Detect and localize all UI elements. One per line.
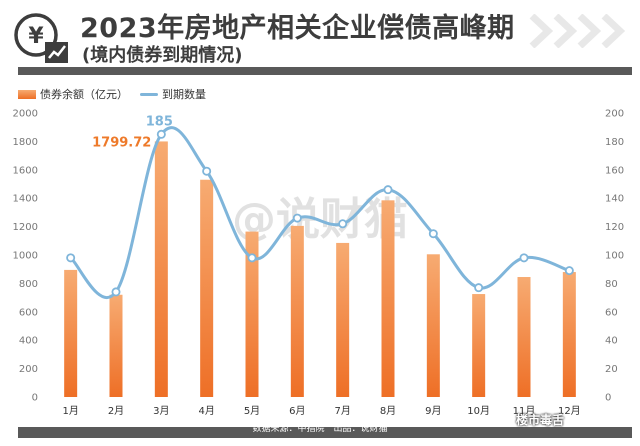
bottom-rule — [18, 427, 632, 438]
x-category-label: 9月 — [425, 405, 441, 417]
y-left-tick-label: 600 — [19, 307, 38, 318]
bar — [154, 141, 168, 397]
bar — [290, 225, 304, 397]
footer: 数据来源：中指院 出品：说财猫 — [0, 424, 640, 435]
line-point — [292, 213, 302, 223]
bar — [245, 231, 259, 397]
line-point — [111, 287, 121, 297]
y-left-tick-label: 1400 — [13, 194, 38, 205]
y-left-tick-label: 1000 — [13, 251, 38, 262]
bar — [381, 200, 395, 397]
line-point — [383, 185, 393, 195]
line-data-label: 185 — [146, 114, 173, 129]
y-right-tick-label: 40 — [605, 336, 618, 347]
y-right-tick-label: 80 — [605, 279, 618, 290]
logo-icon: ¥ — [14, 13, 68, 63]
page-subtitle: (境内债券到期情况) — [82, 45, 243, 66]
x-category-label: 3月 — [153, 405, 169, 417]
footer-source: 数据来源：中指院 — [252, 424, 325, 434]
line-series — [66, 126, 574, 299]
bar — [426, 254, 440, 397]
y-left-tick-label: 2000 — [13, 109, 38, 120]
y-right-tick-label: 200 — [605, 109, 624, 120]
chart-legend: 债券余额（亿元） 到期数量 — [18, 86, 218, 102]
x-category-label: 4月 — [198, 405, 214, 417]
top-rule — [18, 67, 632, 75]
corner-watermark: 楼市毒舌 — [516, 413, 565, 427]
legend-label-line: 到期数量 — [162, 88, 206, 101]
page-title: 2023年房地产相关企业偿债高峰期 — [80, 13, 515, 44]
chevrons-decoration-icon — [529, 14, 626, 48]
x-category-label: 1月 — [62, 405, 78, 417]
line-point — [202, 166, 212, 176]
line-point — [428, 229, 438, 239]
bar — [200, 179, 214, 397]
y-axis-right: 0 20 40 60 80 100 120 140 160 180 200 — [605, 109, 624, 404]
bar — [472, 294, 486, 397]
legend-item-line: 到期数量 — [140, 86, 206, 102]
bar-series — [64, 141, 576, 397]
y-left-tick-label: 1800 — [13, 137, 38, 148]
x-category-label: 6月 — [289, 405, 305, 417]
y-left-tick-label: 200 — [19, 364, 38, 375]
line-point — [247, 253, 257, 263]
x-axis-categories: 1月 2月 3月 4月 5月 6月 7月 8月 9月 10月 11月 12月 — [62, 405, 580, 417]
y-axis-left: 0 200 400 600 800 1000 1200 1400 1600 1800 2000 — [13, 109, 38, 404]
x-category-label: 8月 — [380, 405, 396, 417]
x-category-label: 11月 — [513, 405, 536, 417]
y-right-tick-label: 180 — [605, 137, 624, 148]
y-left-tick-label: 1600 — [13, 165, 38, 176]
legend-swatch-line — [140, 92, 158, 96]
line-point — [564, 266, 574, 276]
y-left-tick-label: 800 — [19, 279, 38, 290]
x-category-label: 5月 — [244, 405, 260, 417]
bar — [109, 294, 123, 397]
line-point — [156, 129, 166, 139]
footer-publisher: 出品：说财猫 — [333, 424, 388, 434]
y-left-tick-label: 400 — [19, 336, 38, 347]
line-point — [66, 253, 76, 263]
y-left-tick-label: 1200 — [13, 222, 38, 233]
line-point — [338, 219, 348, 229]
bar — [64, 269, 78, 397]
y-right-tick-label: 160 — [605, 165, 624, 176]
legend-swatch-bar — [18, 89, 36, 99]
y-right-tick-label: 100 — [605, 251, 624, 262]
bar — [517, 277, 531, 397]
bar-data-label: 1799.72 — [92, 135, 151, 150]
x-category-label: 10月 — [467, 405, 490, 417]
bar — [336, 242, 350, 397]
x-category-label: 12月 — [558, 405, 581, 417]
x-category-label: 2月 — [108, 405, 124, 417]
annotations: 1799.72 185 — [92, 114, 173, 150]
line-point — [519, 253, 529, 263]
y-left-tick-label: 0 — [32, 393, 38, 404]
y-right-tick-label: 60 — [605, 307, 618, 318]
x-category-label: 7月 — [334, 405, 350, 417]
y-right-tick-label: 20 — [605, 364, 618, 375]
svg-text:¥: ¥ — [28, 24, 44, 49]
legend-label-bar: 债券余额（亿元） — [40, 88, 128, 101]
y-right-tick-label: 140 — [605, 194, 624, 205]
bar — [562, 272, 576, 397]
legend-item-bar: 债券余额（亿元） — [18, 86, 128, 102]
y-right-tick-label: 0 — [605, 393, 611, 404]
line-point — [474, 283, 484, 293]
y-right-tick-label: 120 — [605, 222, 624, 233]
